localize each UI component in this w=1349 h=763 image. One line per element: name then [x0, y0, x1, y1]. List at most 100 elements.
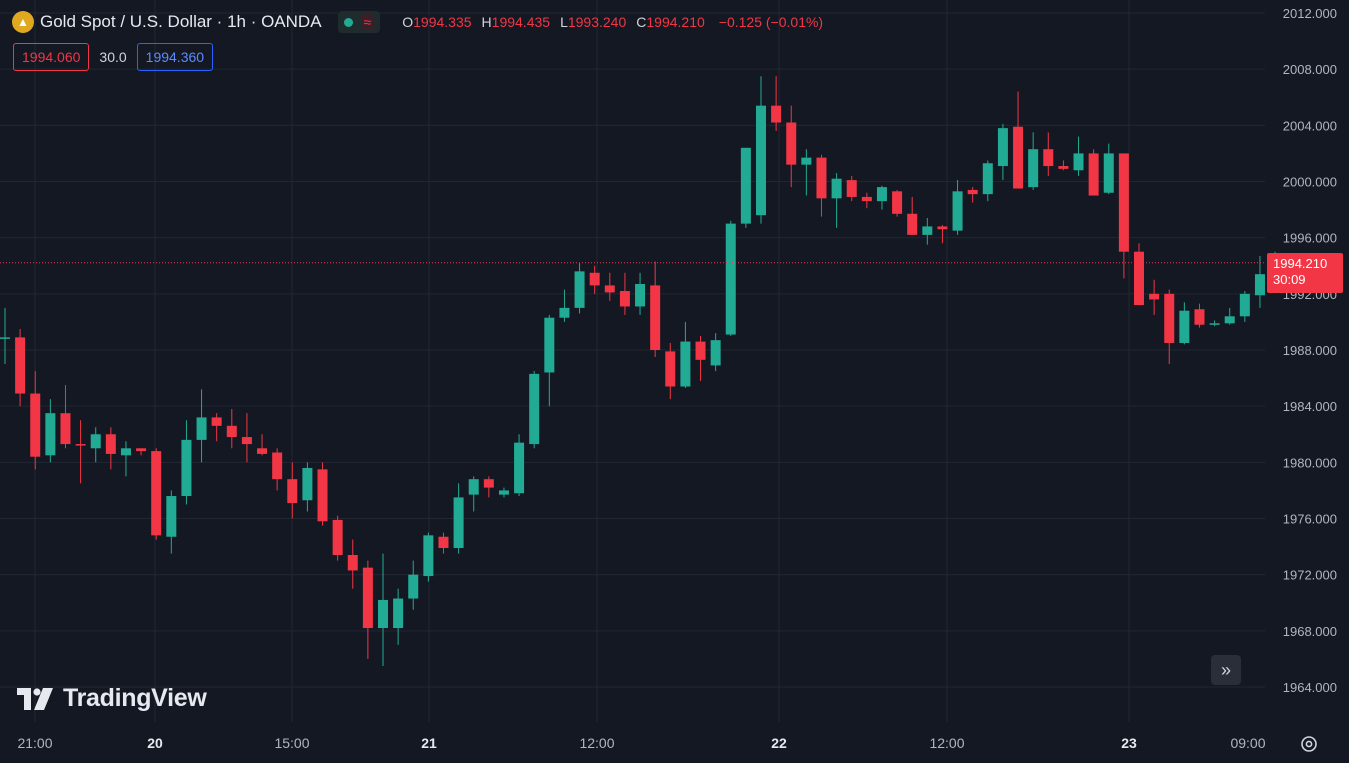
- market-status[interactable]: ≈: [337, 11, 381, 33]
- tradingview-logo-icon: [17, 687, 53, 710]
- candle: [483, 476, 494, 498]
- candle-body: [151, 451, 162, 536]
- candle-body: [60, 413, 71, 445]
- candle: [1224, 307, 1235, 325]
- candle-body: [483, 479, 494, 488]
- candle: [665, 342, 676, 400]
- candle-body: [498, 490, 509, 495]
- tradingview-logo[interactable]: TradingView: [17, 684, 207, 713]
- approx-icon: ≈: [360, 14, 375, 30]
- candle-body: [1073, 153, 1084, 171]
- candle: [211, 413, 222, 442]
- candle: [725, 220, 736, 336]
- candle-body: [1164, 293, 1175, 343]
- close-label: C: [636, 14, 647, 30]
- candle: [619, 272, 630, 315]
- candle: [60, 385, 71, 449]
- time-axis[interactable]: 21:00 20 15:00 21 12:00 22 12:00 23 09:00: [17, 735, 1265, 751]
- buy-button[interactable]: 1994.360: [136, 43, 214, 71]
- candle-body: [937, 226, 948, 230]
- time-tick-label: 09:00: [1230, 735, 1265, 751]
- candle-body: [1179, 310, 1190, 343]
- candle: [816, 154, 827, 217]
- candle-body: [725, 223, 736, 335]
- candle: [650, 261, 661, 358]
- price-tick-label: 2004.000: [1283, 118, 1337, 133]
- candle-body: [619, 291, 630, 307]
- candle: [468, 476, 479, 512]
- trade-panel: 1994.060 30.0 1994.360: [13, 43, 214, 71]
- candle: [740, 147, 751, 228]
- candle-body: [710, 340, 721, 366]
- price-tick-label: 1976.000: [1283, 512, 1337, 527]
- candle-body: [211, 417, 222, 426]
- candle-body: [453, 497, 464, 548]
- time-tick-label: 21: [421, 735, 437, 751]
- candle-body: [378, 599, 388, 629]
- candle-body: [241, 437, 252, 445]
- low-value: 1993.240: [567, 14, 627, 30]
- candle-body: [302, 467, 313, 501]
- candle: [453, 483, 464, 554]
- candle-body: [105, 434, 116, 454]
- candle-body: [635, 284, 646, 307]
- candle-body: [75, 444, 86, 446]
- candle-body: [861, 196, 872, 202]
- candle-body: [438, 536, 449, 548]
- candle-body: [740, 147, 751, 224]
- candle-body: [408, 574, 419, 599]
- candle: [589, 265, 600, 294]
- last-price-label: 1994.210 30:09: [1267, 253, 1343, 293]
- high-label: H: [481, 14, 492, 30]
- candle: [347, 539, 358, 589]
- candle-body: [1194, 309, 1205, 325]
- candle-body: [1013, 126, 1024, 189]
- candle-body: [90, 434, 101, 449]
- candle: [1043, 132, 1054, 176]
- candle-body: [332, 519, 343, 556]
- candle: [75, 420, 86, 484]
- gear-icon[interactable]: [1298, 733, 1320, 755]
- candle: [105, 427, 116, 470]
- candle: [196, 389, 207, 463]
- candle-body: [544, 317, 555, 373]
- symbol-title[interactable]: Gold Spot / U.S. Dollar · 1h · OANDA: [40, 12, 322, 31]
- candle-body: [166, 496, 177, 537]
- spread-value: 30.0: [99, 49, 127, 65]
- candle-body: [816, 157, 827, 199]
- candle: [332, 515, 343, 561]
- candle-body: [771, 105, 782, 123]
- candle: [635, 272, 646, 315]
- candle: [257, 434, 268, 456]
- candle: [559, 289, 570, 322]
- candle-body: [922, 226, 933, 235]
- candle: [922, 218, 933, 245]
- candle-body: [1088, 153, 1099, 196]
- candle: [438, 532, 449, 554]
- candle-body: [287, 479, 298, 504]
- candle: [1134, 243, 1144, 306]
- candle: [952, 180, 963, 235]
- candle: [151, 448, 162, 540]
- scroll-to-realtime-button[interactable]: »: [1211, 655, 1241, 685]
- candle: [574, 262, 585, 314]
- sell-button[interactable]: 1994.060: [13, 43, 90, 71]
- change-value: −0.125 (−0.01%): [718, 14, 824, 30]
- candle-body: [393, 598, 404, 629]
- bar-countdown: 30:09: [1273, 272, 1306, 287]
- candle: [498, 487, 509, 498]
- price-tick-label: 1988.000: [1283, 343, 1337, 358]
- gold-bars-icon[interactable]: ▲: [12, 11, 34, 33]
- price-tick-label: 1964.000: [1283, 680, 1337, 695]
- price-tick-label: 1984.000: [1283, 399, 1337, 414]
- candle-body: [650, 285, 661, 350]
- candle: [786, 105, 797, 188]
- candle: [831, 173, 842, 228]
- candle-body: [801, 157, 812, 165]
- candle-body: [559, 307, 570, 318]
- candle-body: [1239, 293, 1250, 317]
- price-tick-label: 1996.000: [1283, 231, 1337, 246]
- candle: [967, 187, 978, 203]
- candle: [907, 196, 918, 235]
